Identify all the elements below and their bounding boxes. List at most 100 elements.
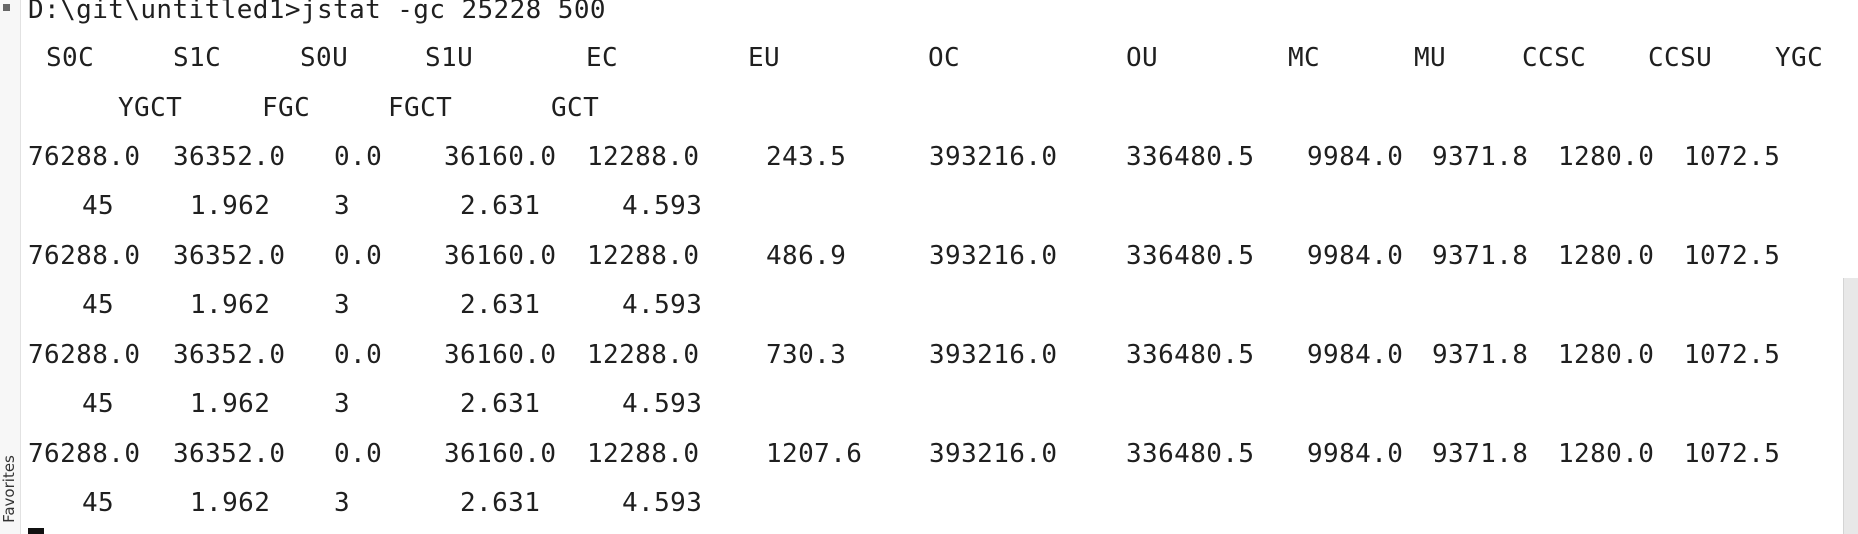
row-value-mu: 9371.8 <box>1432 340 1529 370</box>
row-value-ou: 336480.5 <box>1126 241 1255 271</box>
row-value-ccsu: 1072.5 <box>1684 142 1781 172</box>
row-value-s0u: 0.0 <box>334 241 383 271</box>
row-value-fgc: 3 <box>334 488 351 518</box>
row-value-gct: 4.593 <box>622 191 703 221</box>
row-value-s1u: 36160.0 <box>444 142 557 172</box>
row-value-ygc: 45 <box>82 191 115 221</box>
row-value-ygct: 1.962 <box>190 290 271 320</box>
terminal-cursor <box>28 528 44 534</box>
row-value-ec: 12288.0 <box>587 340 700 370</box>
row-value-s1c: 36352.0 <box>173 142 286 172</box>
row-value-fgct: 2.631 <box>460 191 541 221</box>
row-value-s1u: 36160.0 <box>444 439 557 469</box>
header-cell-gct: GCT <box>551 93 600 123</box>
row-value-s1u: 36160.0 <box>444 340 557 370</box>
table-row: 76288.0 36352.0 0.0 36160.0 12288.0 486.… <box>28 236 1780 276</box>
row-value-ou: 336480.5 <box>1126 340 1255 370</box>
row-value-mc: 9984.0 <box>1307 241 1404 271</box>
header-cell-mu: MU <box>1414 43 1447 73</box>
row-value-ou: 336480.5 <box>1126 439 1255 469</box>
row-value-eu: 486.9 <box>766 241 847 271</box>
row-value-ccsc: 1280.0 <box>1558 340 1655 370</box>
row-value-fgct: 2.631 <box>460 290 541 320</box>
row-value-ygc: 45 <box>82 290 115 320</box>
row-value-s1c: 36352.0 <box>173 439 286 469</box>
row-value-ec: 12288.0 <box>587 439 700 469</box>
table-row-continuation: 45 1.962 3 2.631 4.593 <box>28 285 702 325</box>
header-cell-fgc: FGC <box>262 93 311 123</box>
table-row-continuation: 45 1.962 3 2.631 4.593 <box>28 186 702 226</box>
row-value-s0u: 0.0 <box>334 439 383 469</box>
header-cell-ygct: YGCT <box>118 93 183 123</box>
row-value-ccsc: 1280.0 <box>1558 142 1655 172</box>
row-value-ec: 12288.0 <box>587 142 700 172</box>
row-value-s0u: 0.0 <box>334 340 383 370</box>
row-value-fgct: 2.631 <box>460 389 541 419</box>
row-value-ygc: 45 <box>82 488 115 518</box>
row-value-ygc: 45 <box>82 389 115 419</box>
row-value-s1u: 36160.0 <box>444 241 557 271</box>
favorites-tab[interactable]: Favorites <box>0 455 18 523</box>
header-cell-ccsc: CCSC <box>1522 43 1587 73</box>
row-value-oc: 393216.0 <box>929 340 1058 370</box>
row-value-s0c: 76288.0 <box>28 142 141 172</box>
row-value-fgc: 3 <box>334 389 351 419</box>
table-row: 76288.0 36352.0 0.0 36160.0 12288.0 1207… <box>28 434 1780 474</box>
row-value-eu: 1207.6 <box>766 439 863 469</box>
row-value-ccsu: 1072.5 <box>1684 241 1781 271</box>
row-value-fgct: 2.631 <box>460 488 541 518</box>
row-value-ec: 12288.0 <box>587 241 700 271</box>
vertical-scrollbar[interactable] <box>1843 278 1858 534</box>
row-value-s1c: 36352.0 <box>173 340 286 370</box>
header-cell-s1c: S1C <box>173 43 222 73</box>
row-value-gct: 4.593 <box>622 389 703 419</box>
table-row: 76288.0 36352.0 0.0 36160.0 12288.0 243.… <box>28 137 1780 177</box>
command-line: D:\git\untitled1>jstat -gc 25228 500 <box>28 0 606 25</box>
row-value-oc: 393216.0 <box>929 142 1058 172</box>
row-value-s0c: 76288.0 <box>28 340 141 370</box>
header-cell-s0u: S0U <box>300 43 349 73</box>
row-value-oc: 393216.0 <box>929 439 1058 469</box>
row-value-ccsc: 1280.0 <box>1558 439 1655 469</box>
header-cell-oc: OC <box>928 43 961 73</box>
row-value-mu: 9371.8 <box>1432 142 1529 172</box>
table-row: 76288.0 36352.0 0.0 36160.0 12288.0 730.… <box>28 335 1780 375</box>
row-value-ygct: 1.962 <box>190 191 271 221</box>
row-value-s0c: 76288.0 <box>28 439 141 469</box>
terminal-output[interactable]: D:\git\untitled1>jstat -gc 25228 500 S0C… <box>28 0 1838 534</box>
row-value-ygct: 1.962 <box>190 389 271 419</box>
row-value-gct: 4.593 <box>622 488 703 518</box>
row-value-s0u: 0.0 <box>334 142 383 172</box>
header-cell-s1u: S1U <box>425 43 474 73</box>
header-cell-eu: EU <box>748 43 781 73</box>
row-value-eu: 730.3 <box>766 340 847 370</box>
header-cell-fgct: FGCT <box>388 93 453 123</box>
row-value-mu: 9371.8 <box>1432 439 1529 469</box>
row-value-s1c: 36352.0 <box>173 241 286 271</box>
tool-window-strip: Favorites <box>0 0 21 534</box>
row-value-fgc: 3 <box>334 290 351 320</box>
row-value-mc: 9984.0 <box>1307 340 1404 370</box>
table-row-continuation: 45 1.962 3 2.631 4.593 <box>28 483 702 523</box>
row-value-ccsu: 1072.5 <box>1684 340 1781 370</box>
header-cell-mc: MC <box>1288 43 1321 73</box>
header-cell-ygc: YGC <box>1775 43 1824 73</box>
header-cell-ec: EC <box>586 43 619 73</box>
row-value-mc: 9984.0 <box>1307 439 1404 469</box>
header-cell-ou: OU <box>1126 43 1159 73</box>
header-cell-ccsu: CCSU <box>1648 43 1713 73</box>
table-row-continuation: 45 1.962 3 2.631 4.593 <box>28 384 702 424</box>
row-value-ccsc: 1280.0 <box>1558 241 1655 271</box>
row-value-fgc: 3 <box>334 191 351 221</box>
row-value-s0c: 76288.0 <box>28 241 141 271</box>
gutter-marker-icon <box>3 4 10 11</box>
row-value-oc: 393216.0 <box>929 241 1058 271</box>
row-value-mc: 9984.0 <box>1307 142 1404 172</box>
header-row-1: S0C S1C S0U S1U EC EU OC OU MC MU CCSC C… <box>28 38 1823 78</box>
row-value-mu: 9371.8 <box>1432 241 1529 271</box>
header-cell-s0c: S0C <box>46 43 95 73</box>
row-value-ccsu: 1072.5 <box>1684 439 1781 469</box>
row-value-gct: 4.593 <box>622 290 703 320</box>
row-value-ygct: 1.962 <box>190 488 271 518</box>
